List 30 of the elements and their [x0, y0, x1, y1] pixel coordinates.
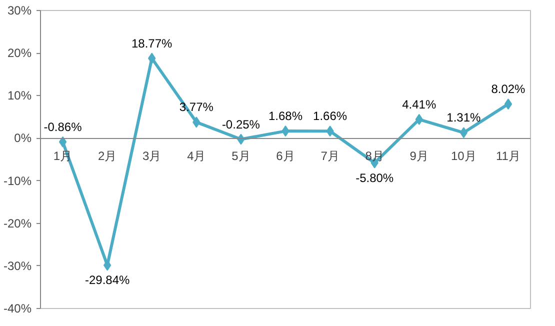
x-tick-label: 4月 — [187, 149, 206, 164]
x-tick-label: 3月 — [142, 149, 162, 164]
y-tick-label: 30% — [7, 4, 32, 18]
x-tick-label: 9月 — [410, 149, 428, 164]
data-label: -0.86% — [44, 120, 82, 134]
x-tick-label: 11月 — [496, 149, 520, 164]
y-tick-label: -20% — [3, 216, 32, 230]
data-label: 1.31% — [446, 110, 482, 125]
y-tick-label: -40% — [3, 302, 32, 316]
data-label: -0.25% — [222, 117, 260, 132]
data-label: 1.66% — [313, 109, 348, 124]
point — [504, 98, 512, 110]
data-label: 4.41% — [402, 97, 436, 112]
data-label: 8.02% — [491, 82, 526, 96]
x-tick-label: 2月 — [98, 149, 117, 164]
y-tick-label: 0% — [14, 131, 32, 146]
y-tick-label: -10% — [3, 174, 32, 188]
data-label: -5.80% — [356, 170, 394, 185]
y-tick-label: -30% — [3, 258, 32, 273]
y-tick-label: 20% — [7, 46, 32, 60]
data-label: 1.68% — [268, 109, 303, 124]
x-tick-label: 7月 — [320, 149, 340, 164]
x-tick-label: 6月 — [276, 149, 295, 164]
data-label: -29.84% — [84, 273, 130, 288]
y-tick-label: 10% — [7, 88, 32, 103]
x-tick-label: 10月 — [451, 149, 476, 164]
point — [460, 127, 468, 138]
point — [58, 136, 67, 148]
x-tick-label: 5月 — [232, 149, 250, 164]
data-label: 18.77% — [132, 36, 173, 50]
